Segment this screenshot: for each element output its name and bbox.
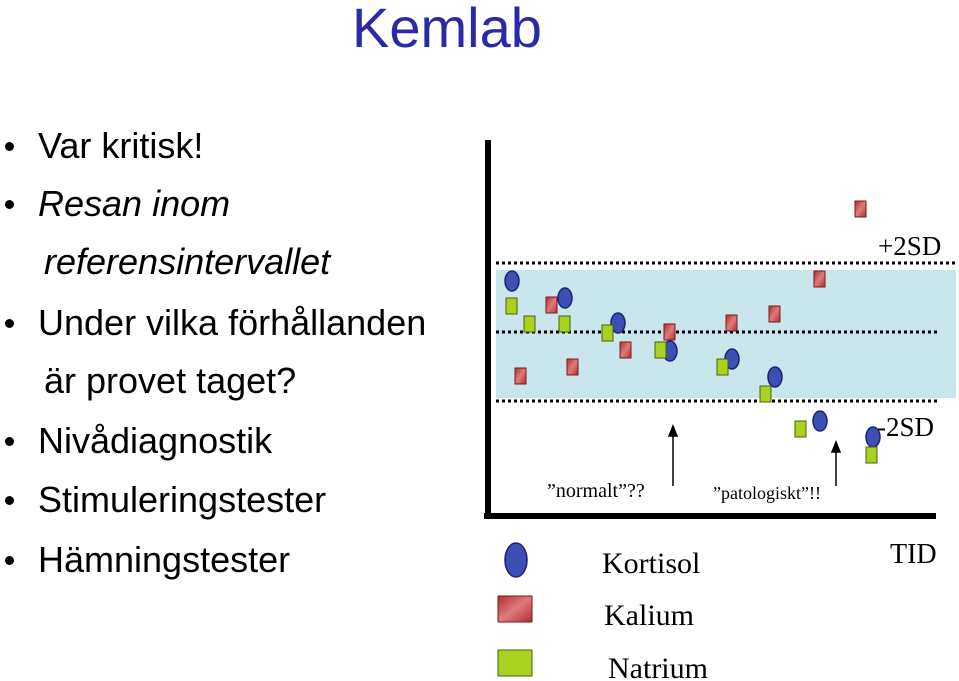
bullet-stimuleringstester: Stimuleringstester: [38, 479, 327, 520]
natrium-point: [794, 420, 807, 438]
natrium-point: [558, 315, 571, 333]
kalium-point: [514, 367, 527, 385]
kalium-point: [619, 341, 632, 359]
bullet-nivadiagnostik: Nivådiagnostik: [38, 420, 273, 461]
kalium-point: [813, 270, 826, 288]
bullet-dot: [5, 142, 14, 151]
kalium-legend-icon: [497, 595, 533, 623]
lower-sd-label: -2SD: [877, 412, 934, 442]
page-title: Kemlab: [352, 0, 542, 59]
natrium-point: [716, 358, 729, 376]
bullet-var-kritisk: Var kritisk!: [38, 125, 204, 166]
kalium-point: [768, 305, 781, 323]
bullet-forhallanden-cont: är provet taget?: [44, 360, 297, 401]
kalium-point: [854, 200, 867, 218]
patho-label: ”patologiskt”!!: [713, 483, 821, 503]
bullet-dot: [5, 319, 14, 328]
arrow-patho: [830, 439, 842, 486]
natrium-point: [523, 315, 536, 333]
kortisol-point: [610, 312, 626, 334]
kortisol-point: [504, 270, 520, 292]
bullet-hamningstester: Hämningstester: [38, 539, 291, 580]
natrium-points: [505, 297, 878, 464]
bullet-forhallanden: Under vilka förhållanden: [38, 302, 427, 343]
arrow-normal: [667, 423, 679, 486]
bullet-dot: [5, 496, 14, 505]
kalium-point: [545, 296, 558, 314]
natrium-legend-icon: [497, 649, 533, 677]
kalium-point: [566, 358, 579, 376]
legend-label-kortisol: Kortisol: [602, 547, 700, 580]
upper-sd-label: +2SD: [878, 231, 941, 261]
kalium-points: [514, 200, 867, 385]
legend: Kortisol Kalium Natrium: [497, 542, 708, 681]
kortisol-point: [767, 366, 783, 388]
natrium-point: [654, 341, 667, 359]
bullet-resan-inom: Resan inom: [38, 183, 231, 224]
legend-label-natrium: Natrium: [608, 652, 708, 681]
kortisol-point: [812, 410, 828, 432]
bullet-resan-inom-cont: referensintervallet: [44, 241, 331, 282]
kortisol-point: [557, 287, 573, 309]
natrium-point: [865, 446, 878, 464]
bullet-dot: [5, 556, 14, 565]
time-axis-label: TID: [890, 539, 937, 570]
kalium-point: [663, 323, 676, 341]
kalium-point: [725, 314, 738, 332]
bullet-dot: [5, 437, 14, 446]
normal-label: ”normalt”??: [547, 480, 645, 502]
legend-label-kalium: Kalium: [604, 599, 694, 632]
natrium-point: [759, 385, 772, 403]
reference-band: [496, 270, 956, 398]
kortisol-legend-icon: [504, 542, 528, 578]
natrium-point: [601, 324, 614, 342]
bullet-dot: [5, 200, 14, 209]
natrium-point: [505, 297, 518, 315]
